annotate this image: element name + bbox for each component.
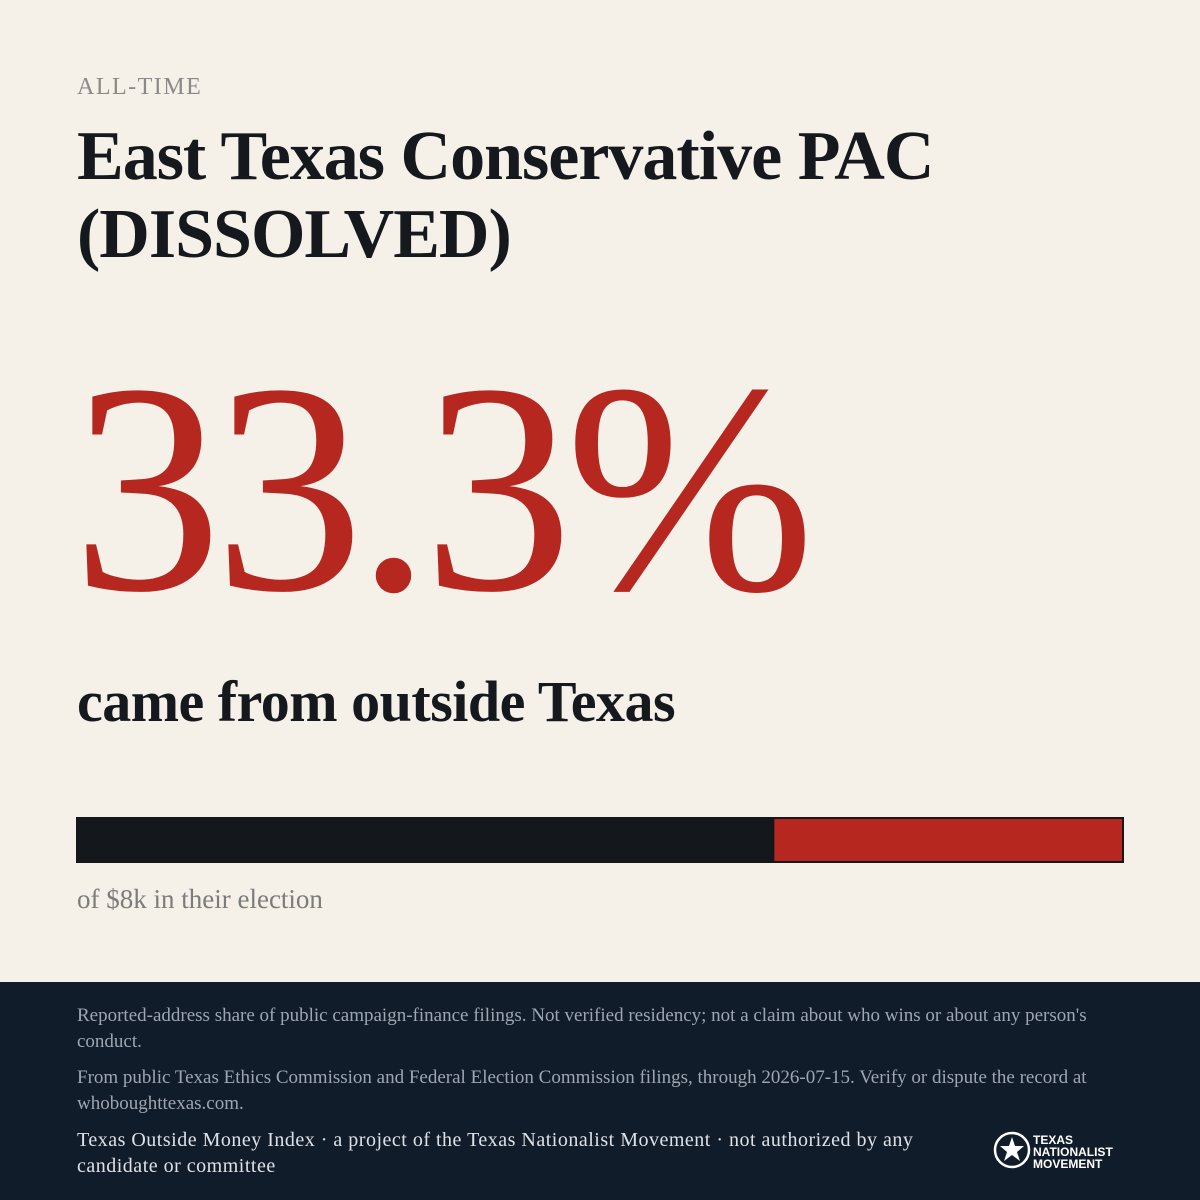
share-bar [76, 817, 1124, 863]
logo-line: MOVEMENT [1033, 1157, 1103, 1171]
credit: Texas Outside Money Index · a project of… [77, 1129, 914, 1177]
source: From public Texas Ethics Commission and … [77, 1067, 1087, 1114]
logo-emblem [993, 1131, 1031, 1169]
logo-text: TEXAS NATIONALIST MOVEMENT [1033, 1134, 1113, 1170]
title: East Texas Conservative PAC (DISSOLVED) [77, 118, 934, 273]
logo-line: NATIONALIST [1033, 1145, 1113, 1159]
outside-share [774, 819, 1122, 861]
logo-line: TEXAS [1033, 1133, 1074, 1147]
total-note: of $8k in their election [77, 884, 323, 914]
big-stat: 33.3% [72, 322, 815, 654]
disclaimer: Reported-address share of public campaig… [77, 1005, 1087, 1052]
subtitle: came from outside Texas [77, 669, 676, 734]
eyebrow: ALL-TIME [77, 74, 203, 100]
